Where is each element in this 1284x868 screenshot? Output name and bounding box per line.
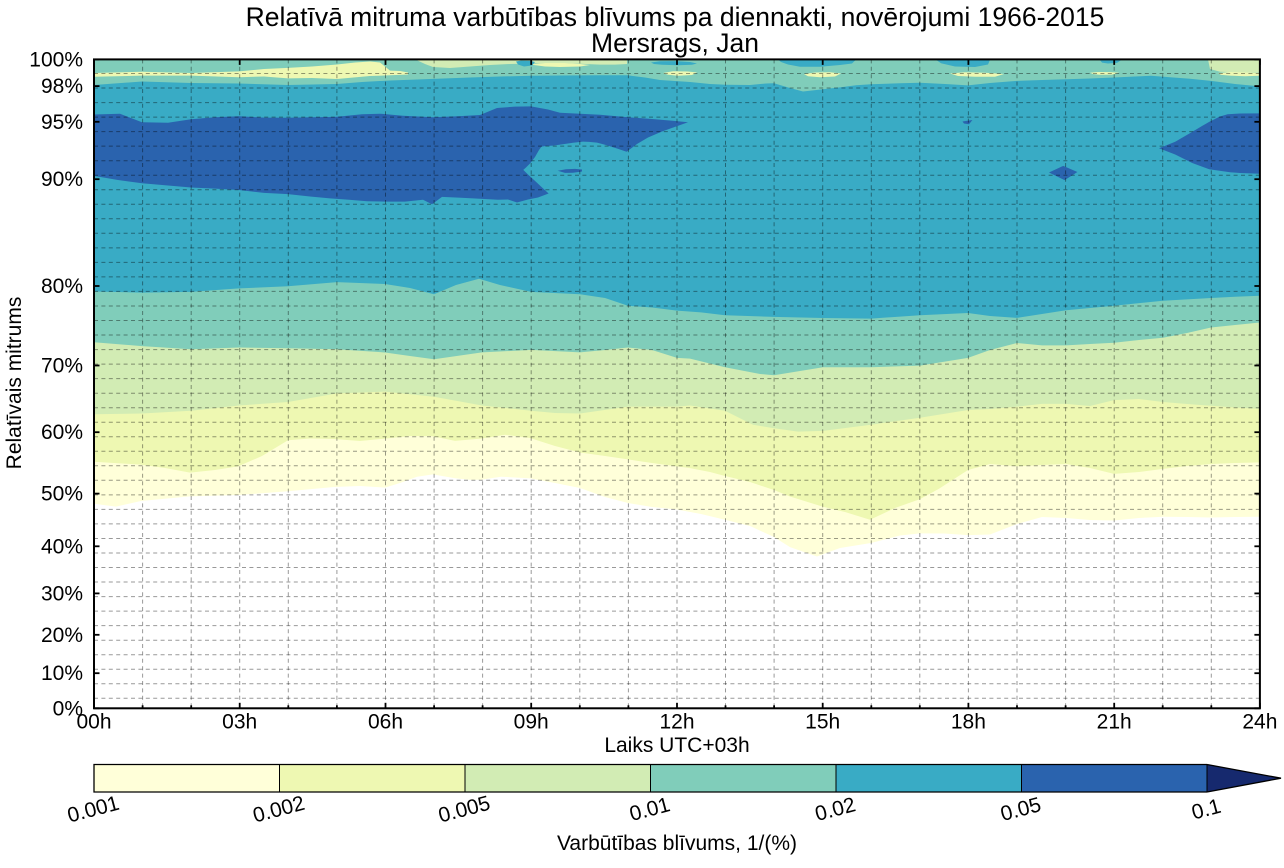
svg-text:90%: 90%: [41, 168, 83, 191]
svg-text:21h: 21h: [1097, 710, 1132, 733]
svg-text:60%: 60%: [41, 421, 83, 444]
svg-text:70%: 70%: [41, 355, 83, 378]
svg-text:24h: 24h: [1242, 710, 1277, 733]
svg-text:15h: 15h: [805, 710, 840, 733]
svg-text:100%: 100%: [29, 48, 83, 71]
svg-text:Relatīvais mitrums: Relatīvais mitrums: [3, 297, 26, 470]
svg-text:18h: 18h: [951, 710, 986, 733]
svg-text:06h: 06h: [368, 710, 403, 733]
svg-text:Laiks UTC+03h: Laiks UTC+03h: [604, 734, 749, 757]
svg-text:03h: 03h: [222, 710, 257, 733]
svg-text:40%: 40%: [41, 535, 83, 558]
svg-text:12h: 12h: [659, 710, 694, 733]
svg-text:95%: 95%: [41, 111, 83, 134]
svg-text:50%: 50%: [41, 483, 83, 506]
svg-text:Varbūtības blīvums, 1/(%): Varbūtības blīvums, 1/(%): [557, 832, 797, 855]
svg-text:Relatīvā mitruma varbūtības bl: Relatīvā mitruma varbūtības blīvums pa d…: [246, 2, 1105, 32]
svg-text:20%: 20%: [41, 624, 83, 647]
svg-text:09h: 09h: [514, 710, 549, 733]
svg-text:0%: 0%: [53, 697, 83, 720]
svg-text:Mersrags, Jan: Mersrags, Jan: [591, 28, 759, 58]
svg-text:98%: 98%: [41, 75, 83, 98]
svg-text:10%: 10%: [41, 662, 83, 685]
svg-text:00h: 00h: [76, 710, 111, 733]
svg-text:80%: 80%: [41, 275, 83, 298]
svg-text:30%: 30%: [41, 582, 83, 605]
